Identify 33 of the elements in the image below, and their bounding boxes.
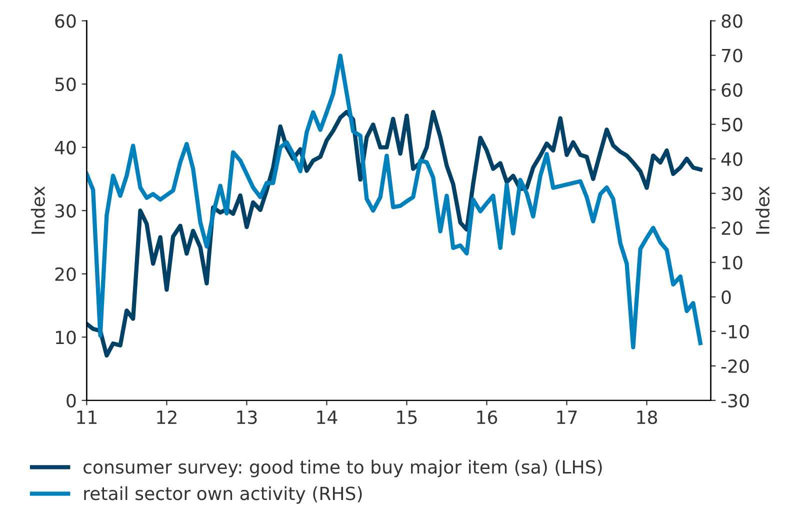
- y2-tick-label: 0: [722, 290, 731, 304]
- y2-tick-label: -20: [721, 359, 749, 374]
- x-tick-label: 11: [77, 410, 96, 424]
- y-tick-label: 50: [55, 78, 76, 92]
- y2-tick-label: 60: [722, 83, 742, 97]
- y-tick-label: 60: [55, 14, 76, 28]
- x-tick-label: 18: [637, 410, 658, 424]
- y-tick-label: 40: [54, 140, 76, 154]
- line-series: [86, 110, 702, 358]
- legend-label: consumer survey: good time to buy major item (sa) (LHS): [84, 460, 602, 478]
- y2-tick-label: 80: [722, 14, 742, 28]
- x-tick-label: 13: [237, 410, 257, 424]
- x-tick-label: 15: [397, 410, 417, 424]
- y2-tick-label: 20: [722, 221, 742, 235]
- y-tick-label: 0: [66, 394, 76, 408]
- y2-tick-label: -10: [721, 324, 749, 338]
- x-tick-label: 17: [557, 410, 577, 424]
- y-tick-label: 20: [55, 267, 76, 281]
- x-tick-label: 14: [317, 410, 338, 424]
- line-series: [86, 54, 702, 350]
- y2-tick-label: 50: [722, 118, 742, 132]
- x-tick-label: 16: [477, 410, 498, 424]
- legend-label: retail sector own activity (RHS): [84, 486, 362, 504]
- y2-axis-title: Index: [756, 186, 770, 234]
- y2-tick-label: 10: [722, 256, 742, 270]
- y-tick-label: 30: [55, 204, 76, 218]
- y2-tick-label: -30: [721, 394, 749, 408]
- x-tick-label: 12: [157, 410, 176, 424]
- y-axis-title: Index: [30, 186, 45, 234]
- y2-tick-label: 70: [722, 48, 742, 62]
- y2-tick-label: 40: [721, 152, 742, 166]
- y2-tick-label: 30: [722, 186, 742, 200]
- y-tick-label: 10: [56, 330, 76, 344]
